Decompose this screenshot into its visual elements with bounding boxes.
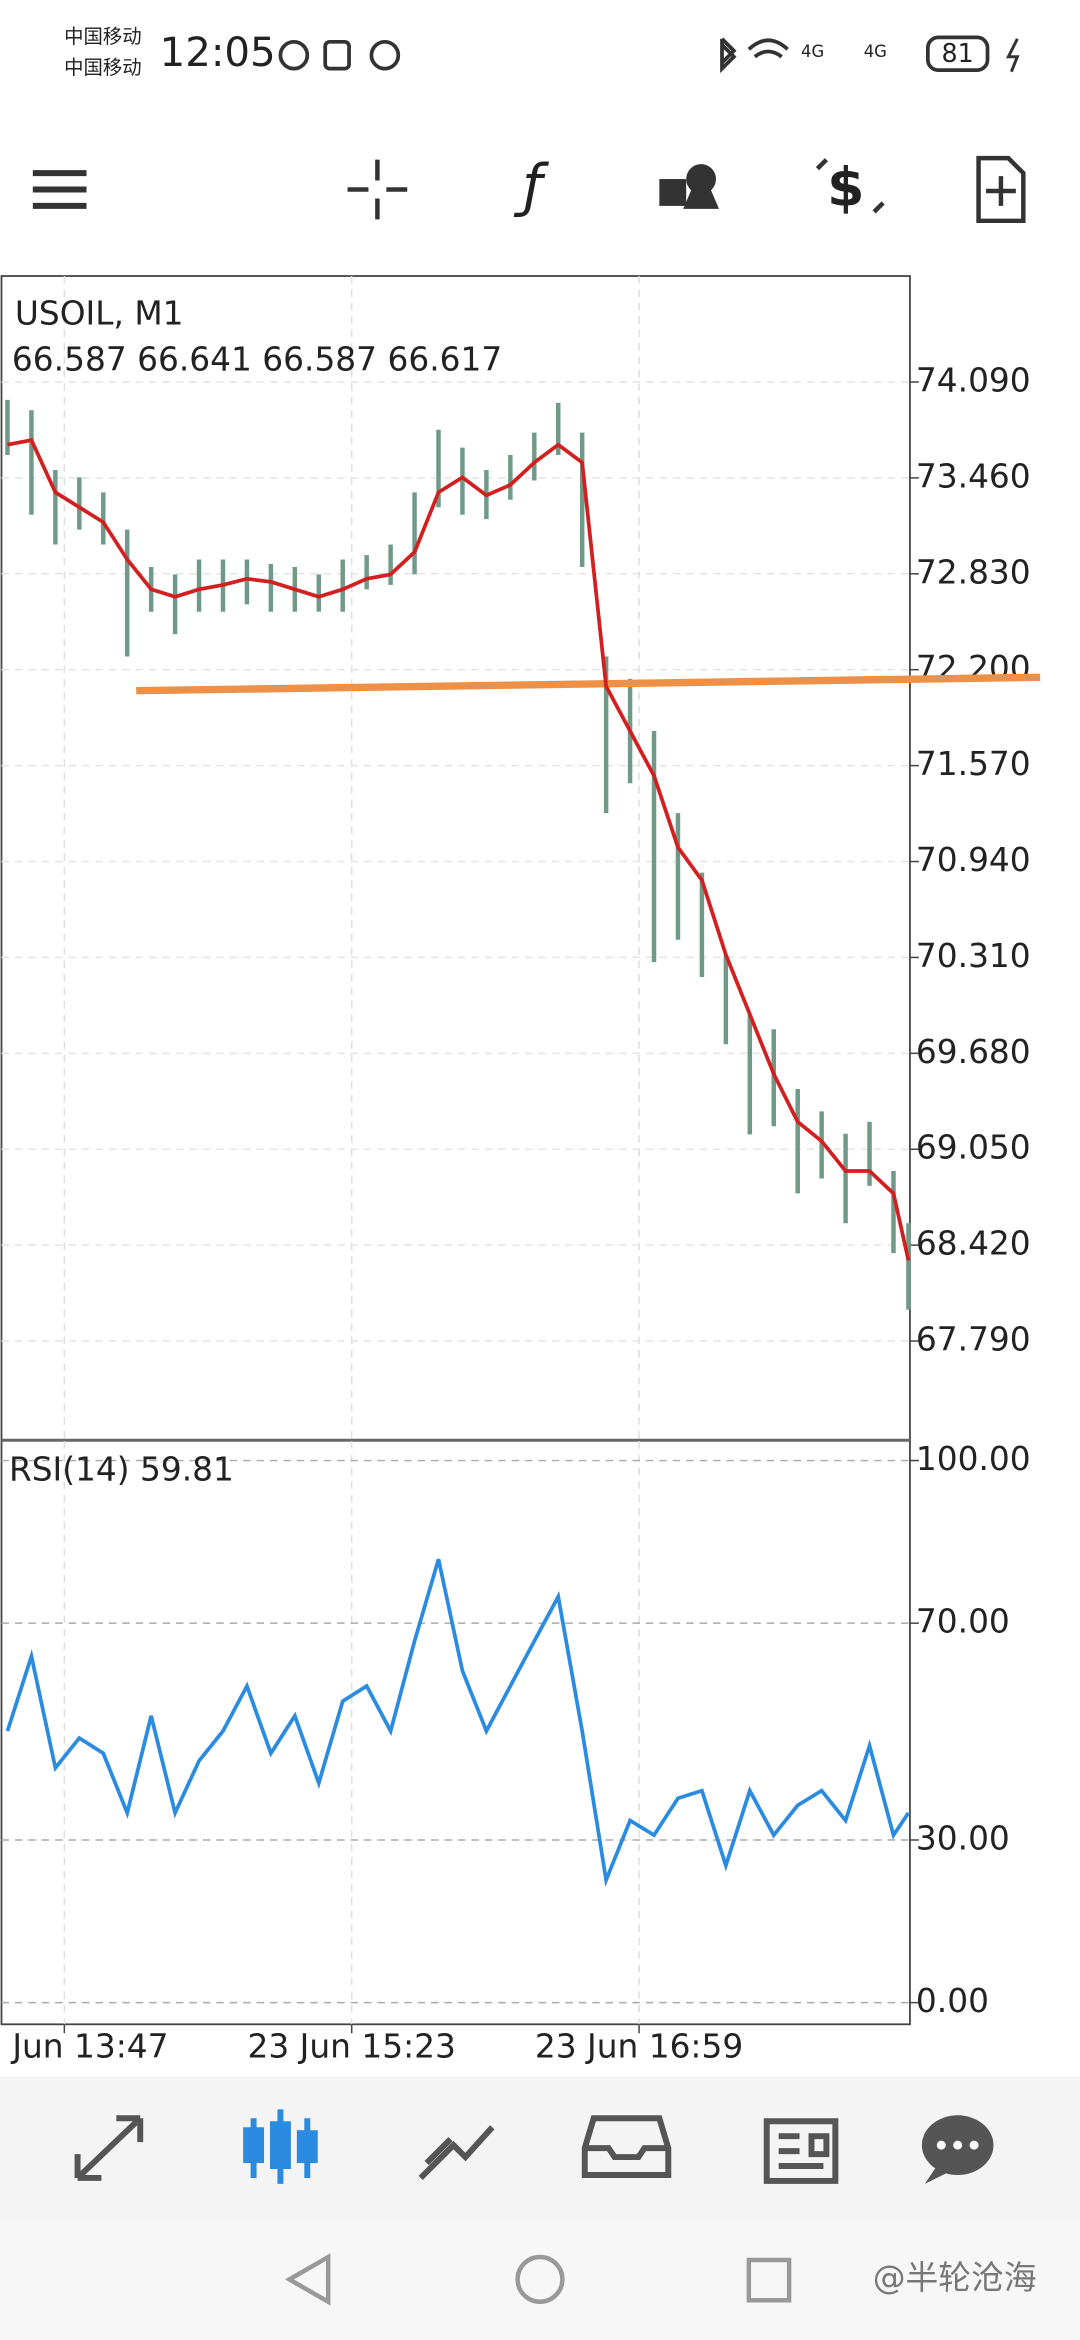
y-tick-label: 30.00 [916,1820,1010,1858]
messages-tab[interactable] [921,2115,994,2184]
back-button[interactable] [284,2253,331,2306]
new-order-button[interactable] [976,155,1026,224]
trade-button[interactable]: $ [815,156,885,219]
carrier: 中国移动 [64,56,142,79]
crosshair-button[interactable] [347,159,408,220]
toolbar: ƒ $ [32,153,1026,224]
bottom-nav-icons [74,2109,994,2184]
status-icons: 4G 4G [278,35,1020,74]
y-tick-label: 72.830 [916,553,1031,591]
rsi-line [5,1558,910,1888]
quotes-tab[interactable] [74,2115,144,2181]
watermark: @半轮沧海 [873,2259,1037,2297]
y-tick-label: 100.00 [916,1440,1031,1478]
y-tick-label: 0.00 [916,1982,989,2020]
system-nav-buttons [284,2253,792,2306]
menu-button[interactable] [32,170,87,209]
clock: 12:05 [160,30,276,76]
y-tick-label: 69.680 [916,1033,1031,1071]
home-button[interactable] [515,2254,565,2305]
rsi-title: RSI(14) 59.81 [9,1450,234,1488]
news-tab[interactable] [763,2118,839,2184]
chart-frame [0,275,911,2026]
system-nav [0,2222,1080,2340]
battery-level: 81 [942,38,974,68]
y-tick-label: 68.420 [916,1225,1031,1263]
carrier: 中国移动 [64,25,142,48]
y-tick-label: 70.940 [916,841,1031,879]
bottom-nav [0,2076,1080,2223]
svg-text:4G: 4G [864,42,887,61]
indicators-button[interactable]: ƒ [514,153,550,219]
y-tick-label: 70.310 [916,937,1031,975]
history-tab[interactable] [581,2115,672,2178]
chart-title: USOIL, M1 [15,294,184,332]
recents-button[interactable] [746,2257,792,2303]
y-tick-label: 67.790 [916,1321,1031,1359]
y-tick-label: 71.570 [916,745,1031,783]
svg-text:$: $ [827,156,864,219]
y-tick-label: 73.460 [916,457,1031,495]
trendline [136,673,1041,695]
x-tick-label: 23 Jun 13:47 [0,2028,169,2066]
ohlc-readout: 66.587 66.641 66.587 66.617 [12,341,502,379]
moving-average [7,438,911,1261]
plot: 74.09073.46072.83072.20071.57070.94070.3… [0,276,1041,2066]
chart-tab[interactable] [243,2109,318,2184]
y-tick-label: 74.090 [916,361,1031,399]
x-tick-label: 23 Jun 15:23 [248,2028,456,2066]
y-tick-label: 70.00 [916,1603,1010,1641]
trade-tab[interactable] [418,2125,495,2181]
objects-button[interactable] [659,164,720,209]
x-tick-label: 23 Jun 16:59 [535,2028,743,2066]
svg-text:4G: 4G [801,42,824,61]
y-tick-label: 69.050 [916,1129,1031,1167]
